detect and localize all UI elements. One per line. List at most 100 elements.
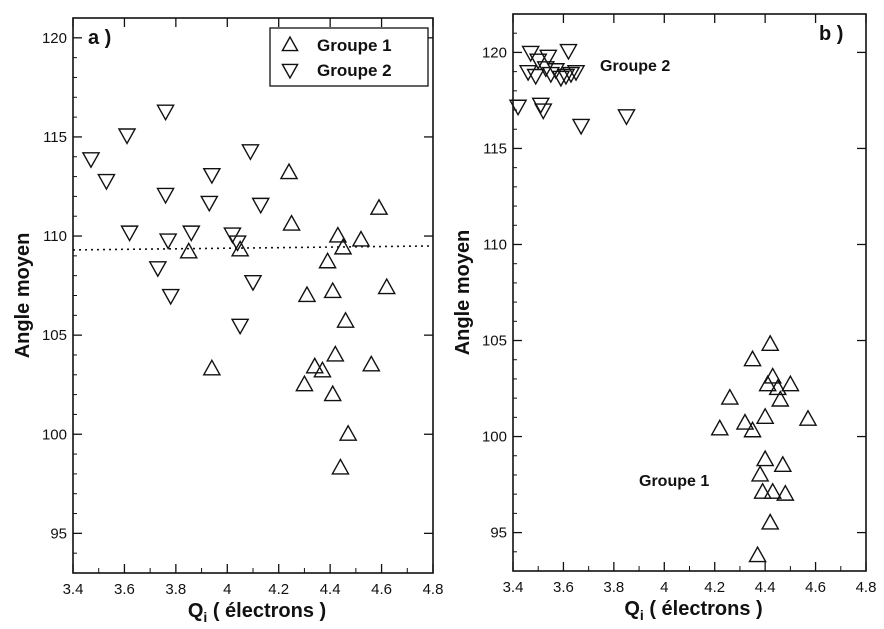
groupe1-point <box>318 251 337 269</box>
groupe1-point <box>743 349 762 367</box>
x-axis-title-rest: ( électrons ) <box>644 598 763 620</box>
groupe1-point <box>313 360 332 378</box>
groupe2-point <box>526 68 545 86</box>
groupe2-point <box>566 64 586 82</box>
groupe2-point <box>120 225 139 243</box>
x-axis-title-main: Q <box>624 598 640 620</box>
groupe2-point <box>243 274 263 292</box>
groupe1-point <box>776 484 795 501</box>
groupe1-point <box>763 367 782 384</box>
x-tick-label: 3.6 <box>114 581 135 598</box>
x-axis-title-rest: ( électrons ) <box>207 600 326 622</box>
groupe2-point <box>200 195 219 213</box>
legend-marker-up <box>281 35 299 52</box>
plot-frame <box>72 17 434 574</box>
y-tick-label: 100 <box>482 429 507 446</box>
x-axis-title: Qi ( électrons ) <box>188 600 326 625</box>
groupe1-point <box>710 418 730 436</box>
x-tick-label: 4.8 <box>856 579 877 596</box>
groupe2-point <box>571 118 591 136</box>
groupe2-point <box>117 128 137 145</box>
groupe1-point <box>735 413 755 430</box>
groupe2-point <box>531 97 551 115</box>
x-tick-label: 4.4 <box>320 581 341 598</box>
x-tick-label: 4.4 <box>755 579 776 596</box>
groupe1-point <box>331 458 350 475</box>
group-annotation: Groupe 1 <box>639 473 709 490</box>
x-tick-label: 3.4 <box>503 579 524 596</box>
group-annotation: Groupe 2 <box>600 58 670 75</box>
y-tick-label: 100 <box>42 426 67 443</box>
x-axis-title-main: Q <box>188 600 204 622</box>
groupe1-point <box>362 354 381 372</box>
groupe1-point <box>773 455 793 473</box>
groupe2-point <box>251 197 270 215</box>
groupe1-point <box>763 482 782 499</box>
groupe1-point <box>338 424 358 441</box>
groupe2-point <box>617 109 636 126</box>
groupe2-point <box>230 318 250 336</box>
panel-a: 3.4 3.6 3.8 4 4.2 4.4 4.6 4.8 95 100 105 110 115 120 Q… <box>12 17 443 625</box>
legend-label: Groupe 1 <box>317 36 392 55</box>
groupe2-point <box>148 261 168 278</box>
groupe2-point <box>228 235 247 252</box>
groupe1-point <box>781 374 800 392</box>
y-tick-label: 95 <box>50 525 67 542</box>
x-tick-label: 4.6 <box>371 581 392 598</box>
groupe1-point <box>750 465 770 482</box>
groupe2-point <box>536 61 556 78</box>
groupe2-point <box>518 64 538 82</box>
groupe1-point <box>202 358 222 376</box>
x-tick-label: 3.4 <box>63 581 84 598</box>
x-axis-title-subscript: i <box>203 609 207 625</box>
groupe1-point <box>333 237 353 255</box>
y-tick-label: 115 <box>483 140 507 157</box>
panel-b: 3.4 3.6 3.8 4 4.2 4.4 4.6 4.8 95 100 105 110 115 120 Q… <box>452 13 877 623</box>
y-axis-title: Angle moyen <box>452 230 474 356</box>
groupe1-point <box>326 345 345 362</box>
groupe1-point <box>798 409 818 426</box>
groupe2-point <box>223 227 242 244</box>
y-tick-label: 115 <box>43 129 67 146</box>
groupe1-point <box>760 513 780 530</box>
x-tick-label: 4.2 <box>268 581 289 598</box>
reference-line <box>72 245 434 251</box>
groupe2-point <box>508 99 528 117</box>
legend-marker-down <box>281 63 299 80</box>
groupe1-point <box>771 390 790 407</box>
groupe1-point <box>336 311 355 328</box>
legend-box <box>269 27 429 87</box>
groupe1-point <box>748 545 767 563</box>
legend-label: Groupe 2 <box>317 61 392 80</box>
groupe2-point <box>81 152 101 169</box>
groupe1-point <box>179 241 198 259</box>
groupe2-point <box>156 187 175 205</box>
x-tick-label: 4.2 <box>704 579 725 596</box>
x-tick-label: 3.6 <box>553 579 574 596</box>
y-tick-label: 95 <box>490 525 507 542</box>
groupe1-point <box>753 482 772 499</box>
groupe1-point <box>743 420 762 438</box>
groupe2-point <box>202 167 222 185</box>
y-axis-title: Angle moyen <box>12 233 34 359</box>
groupe1-point <box>755 449 775 467</box>
groupe2-point <box>158 233 178 250</box>
groupe2-point <box>241 144 260 161</box>
panel-label: b ) <box>819 23 843 45</box>
groupe1-point <box>328 226 348 243</box>
y-tick-label: 110 <box>43 228 67 245</box>
groupe2-point <box>559 43 578 61</box>
x-tick-label: 4.6 <box>805 579 826 596</box>
groupe1-point <box>279 162 299 180</box>
groupe1-point <box>720 388 740 405</box>
x-tick-label: 3.8 <box>603 579 624 596</box>
x-tick-label: 4 <box>660 579 668 596</box>
y-tick-label: 105 <box>42 327 67 344</box>
groupe2-point <box>156 104 175 122</box>
groupe1-point <box>295 374 314 392</box>
groupe2-point <box>533 103 553 120</box>
groupe1-point <box>369 198 389 215</box>
groupe2-point <box>556 68 576 86</box>
y-tick-label: 120 <box>42 30 67 47</box>
